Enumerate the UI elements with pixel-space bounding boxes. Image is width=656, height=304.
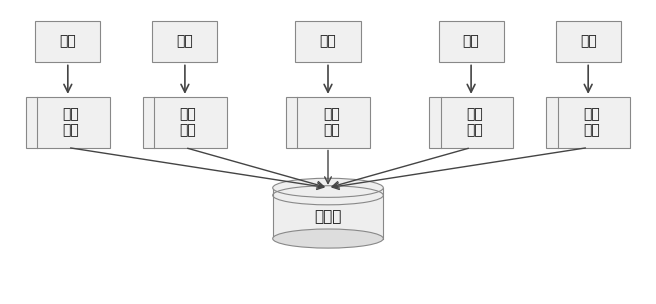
Ellipse shape — [273, 178, 383, 197]
Text: 视频: 视频 — [176, 35, 194, 49]
FancyBboxPatch shape — [556, 21, 621, 62]
Polygon shape — [273, 188, 383, 239]
Text: 视频
发布: 视频 发布 — [180, 107, 197, 137]
Ellipse shape — [273, 229, 383, 248]
FancyBboxPatch shape — [429, 97, 514, 147]
Text: 链接: 链接 — [462, 35, 480, 49]
Text: 图片: 图片 — [580, 35, 596, 49]
FancyBboxPatch shape — [295, 21, 361, 62]
FancyBboxPatch shape — [142, 97, 227, 147]
FancyBboxPatch shape — [439, 21, 504, 62]
FancyBboxPatch shape — [26, 97, 110, 147]
Text: 文章: 文章 — [319, 35, 337, 49]
FancyBboxPatch shape — [152, 21, 217, 62]
FancyBboxPatch shape — [35, 21, 100, 62]
Text: 数据库: 数据库 — [314, 209, 342, 224]
FancyBboxPatch shape — [286, 97, 370, 147]
Text: 图片
发布: 图片 发布 — [583, 107, 600, 137]
FancyBboxPatch shape — [546, 97, 630, 147]
Text: 链接
发布: 链接 发布 — [466, 107, 483, 137]
Text: 文档
发布: 文档 发布 — [63, 107, 79, 137]
Text: 文章
发布: 文章 发布 — [323, 107, 340, 137]
Text: 文档: 文档 — [60, 35, 76, 49]
